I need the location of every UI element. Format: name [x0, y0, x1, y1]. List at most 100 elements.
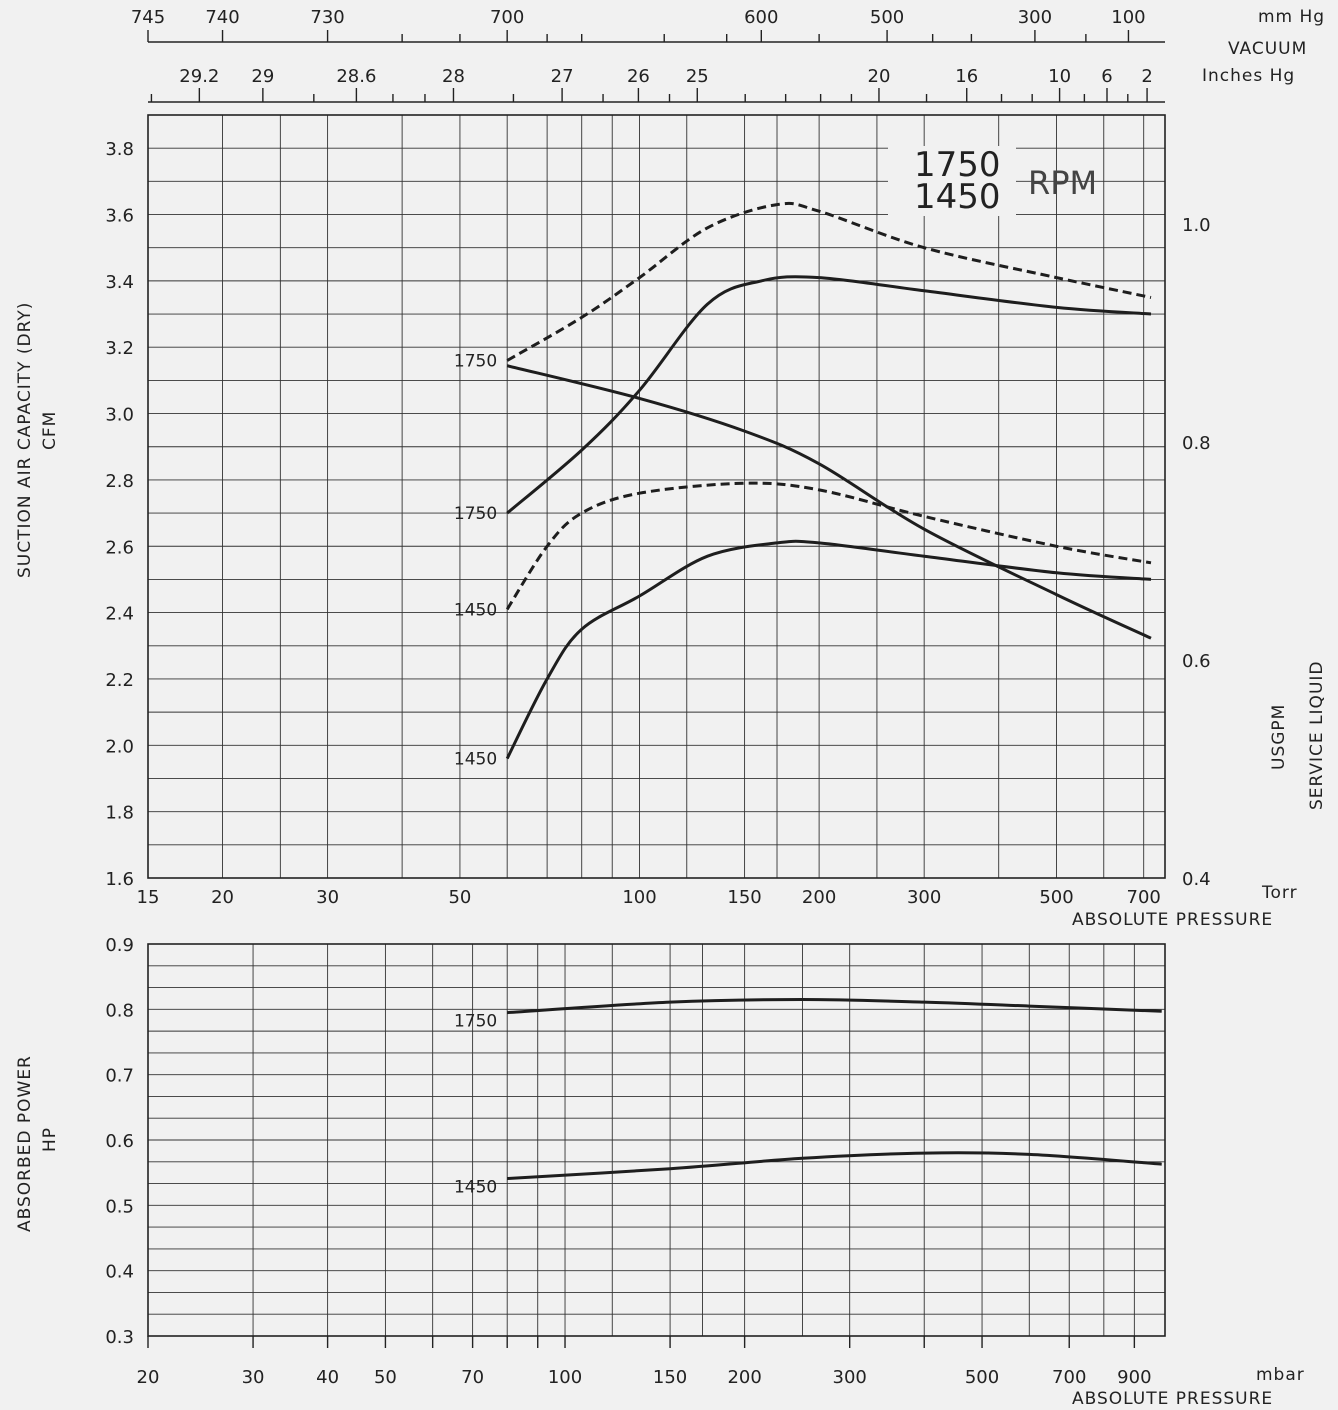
power-curve-0: [507, 997, 1162, 1015]
capacity-curves: 1750 1750 1450 1450: [454, 201, 1152, 770]
service-liquid-axis-label: SERVICE LIQUID: [1307, 661, 1327, 811]
inhg-unit-label: Inches Hg: [1202, 66, 1295, 86]
capacity-y-tick: 2.8: [105, 471, 134, 492]
inhg-tick-label: 20: [868, 66, 891, 87]
mmhg-tick-label: 300: [1018, 7, 1052, 28]
inhg-tick-label: 26: [627, 66, 650, 87]
power-x-tick: 900: [1117, 1367, 1151, 1388]
capacity-y-tick: 3.2: [105, 338, 134, 359]
capacity-x-tick: 20: [211, 887, 234, 908]
capacity-y-tick: 3.8: [105, 139, 134, 160]
rpm-legend: 1750 1450 RPM: [888, 145, 1097, 217]
power-frame: [147, 943, 1166, 1337]
inhg-tick-label: 16: [955, 66, 978, 87]
capacity-y-tick: 3.0: [105, 405, 134, 426]
power-x-tick: 70: [461, 1367, 484, 1388]
capacity-curve-1: [506, 275, 1152, 515]
power-x-tick: 50: [374, 1367, 397, 1388]
rpm-legend-unit: RPM: [1028, 164, 1097, 202]
inhg-tick-label: 2: [1141, 66, 1152, 87]
capacity-y-tick: 2.6: [105, 537, 134, 558]
power-y-tick: 0.6: [105, 1131, 134, 1152]
inhg-tick-label: 27: [551, 66, 574, 87]
capacity-x-tick: 700: [1127, 887, 1161, 908]
mmhg-unit-label: mm Hg: [1258, 7, 1325, 27]
power-x-tick: 100: [548, 1367, 582, 1388]
power-x-tick: 30: [242, 1367, 265, 1388]
power-y-tick: 0.5: [105, 1196, 134, 1217]
power-curve-label-0: 1750: [454, 1012, 497, 1032]
power-x-tick: 300: [833, 1367, 867, 1388]
power-curves: 1750 1450: [454, 997, 1162, 1198]
inhg-tick-label: 28: [442, 66, 465, 87]
capacity-y-axis-unit: CFM: [40, 411, 60, 450]
capacity-y-tick: 2.4: [105, 604, 134, 625]
capacity-curve-4: [506, 364, 1152, 640]
mmhg-tick-label: 100: [1111, 7, 1145, 28]
vacuum-label: VACUUM: [1228, 39, 1307, 59]
power-y-tick: 0.9: [105, 935, 134, 956]
capacity-x-tick: 100: [622, 887, 656, 908]
power-y-axis-label: ABSORBED POWER: [15, 1055, 35, 1232]
mmhg-tick-label: 745: [131, 7, 165, 28]
capacity-y-tick: 1.8: [105, 803, 134, 824]
inhg-tick-label: 28.6: [336, 66, 376, 87]
capacity-curve-label-0: 1750: [454, 351, 497, 371]
mmhg-tick-label: 740: [205, 7, 239, 28]
capacity-curve-label-2: 1450: [454, 600, 497, 620]
service-liquid-tick: 0.8: [1182, 433, 1211, 454]
capacity-x-axis-label: ABSOLUTE PRESSURE: [1072, 910, 1273, 930]
rpm-legend-1750: 1750: [914, 145, 1001, 185]
service-liquid-tick: 0.6: [1182, 651, 1211, 672]
capacity-y-tick: 1.6: [105, 869, 134, 890]
power-x-tick: 700: [1052, 1367, 1086, 1388]
capacity-curve-3: [505, 539, 1152, 760]
power-y-tick: 0.8: [105, 1000, 134, 1021]
capacity-y-tick: 3.4: [105, 272, 134, 293]
power-axis-labels: 0.3 0.4 0.5 0.6 0.7 0.8 0.9 20 30 40 50 70 100 150 200…: [105, 935, 1151, 1388]
power-y-tick: 0.3: [105, 1327, 134, 1348]
capacity-axis-labels: 1.6 1.8 2.0 2.2 2.4 2.6 2.8 3.0 3.2 3.4 3.6 3.8 15 20…: [105, 139, 1210, 908]
capacity-curve-label-1: 1750: [454, 504, 497, 524]
mmhg-tick-label: 700: [490, 7, 524, 28]
power-x-tick: 200: [727, 1367, 761, 1388]
power-x-tick: 40: [316, 1367, 339, 1388]
inhg-tick-label: 29: [251, 66, 274, 87]
inhg-tick-label: 29.2: [179, 66, 219, 87]
power-y-tick: 0.4: [105, 1262, 134, 1283]
capacity-y-tick: 3.6: [105, 206, 134, 227]
inhg-tick-label: 10: [1048, 66, 1071, 87]
power-y-tick: 0.7: [105, 1066, 134, 1087]
mbar-unit-label: mbar: [1256, 1365, 1305, 1385]
power-x-tick: 500: [965, 1367, 999, 1388]
capacity-curve-0: [506, 201, 1152, 362]
power-curve-label-1: 1450: [454, 1178, 497, 1198]
power-curve-1: [507, 1151, 1162, 1180]
capacity-y-axis-label: SUCTION AIR CAPACITY (DRY): [15, 302, 35, 578]
capacity-x-tick: 150: [727, 887, 761, 908]
capacity-x-tick: 15: [137, 887, 160, 908]
capacity-x-tick: 30: [316, 887, 339, 908]
capacity-frame: [147, 114, 1166, 879]
capacity-grid: [147, 114, 1166, 879]
torr-unit-label: Torr: [1261, 883, 1298, 903]
power-x-tick: 20: [137, 1367, 160, 1388]
capacity-y-tick: 2.0: [105, 736, 134, 757]
capacity-x-tick: 300: [907, 887, 941, 908]
mmhg-tick-label: 730: [310, 7, 344, 28]
capacity-x-tick: 500: [1039, 887, 1073, 908]
mmhg-tick-label: 600: [744, 7, 778, 28]
power-x-axis-label: ABSOLUTE PRESSURE: [1072, 1389, 1273, 1409]
capacity-x-tick: 200: [802, 887, 836, 908]
rpm-legend-1450: 1450: [914, 177, 1001, 217]
capacity-curve-2: [505, 481, 1152, 611]
capacity-curve-label-3: 1450: [454, 750, 497, 770]
power-y-axis-unit: HP: [40, 1127, 60, 1152]
service-liquid-tick: 1.0: [1182, 215, 1211, 236]
inhg-tick-label: 25: [686, 66, 709, 87]
service-liquid-tick: 0.4: [1182, 869, 1211, 890]
capacity-y-tick: 2.2: [105, 670, 134, 691]
service-liquid-axis-unit: USGPM: [1269, 704, 1289, 770]
